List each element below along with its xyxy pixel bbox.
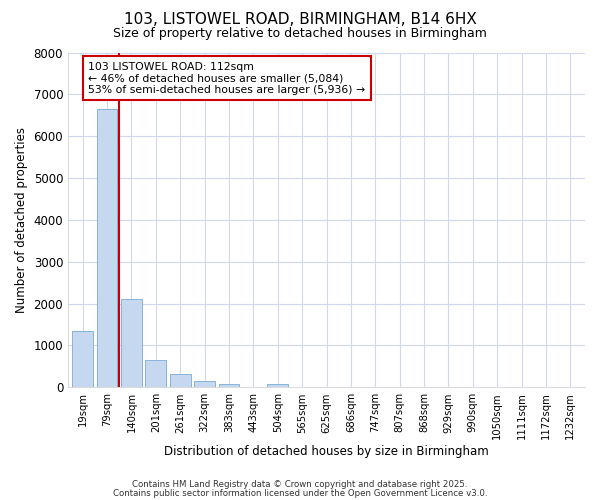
Bar bbox=[268, 384, 288, 388]
Bar bbox=[218, 384, 239, 388]
Bar bbox=[145, 360, 166, 388]
Bar bbox=[73, 331, 93, 388]
Text: 103 LISTOWEL ROAD: 112sqm
← 46% of detached houses are smaller (5,084)
53% of se: 103 LISTOWEL ROAD: 112sqm ← 46% of detac… bbox=[88, 62, 365, 95]
Y-axis label: Number of detached properties: Number of detached properties bbox=[15, 127, 28, 313]
Bar bbox=[121, 300, 142, 388]
Text: Contains HM Land Registry data © Crown copyright and database right 2025.: Contains HM Land Registry data © Crown c… bbox=[132, 480, 468, 489]
X-axis label: Distribution of detached houses by size in Birmingham: Distribution of detached houses by size … bbox=[164, 444, 489, 458]
Text: Contains public sector information licensed under the Open Government Licence v3: Contains public sector information licen… bbox=[113, 489, 487, 498]
Bar bbox=[97, 109, 118, 388]
Bar bbox=[194, 381, 215, 388]
Text: Size of property relative to detached houses in Birmingham: Size of property relative to detached ho… bbox=[113, 28, 487, 40]
Bar bbox=[170, 374, 191, 388]
Text: 103, LISTOWEL ROAD, BIRMINGHAM, B14 6HX: 103, LISTOWEL ROAD, BIRMINGHAM, B14 6HX bbox=[124, 12, 476, 28]
